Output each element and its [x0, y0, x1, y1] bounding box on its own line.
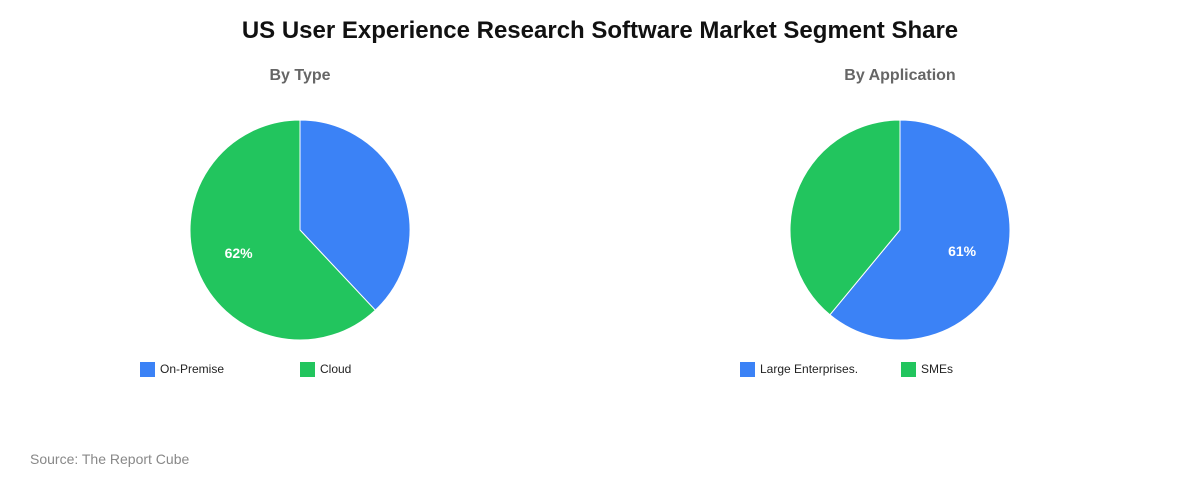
data-label-large-enterprises: 61% — [948, 243, 977, 259]
pie-title-by-application: By Application — [844, 67, 956, 84]
legend-swatch-smes — [901, 361, 916, 377]
legend-label-large-enterprises: Large Enterprises. — [760, 362, 859, 376]
pie-slice-cloud[interactable] — [189, 119, 377, 341]
legend-swatch-cloud — [300, 361, 315, 377]
legend-item-on-premise[interactable]: On-Premise — [140, 361, 224, 377]
legend-label-on-premise: On-Premise — [160, 362, 225, 376]
legend-item-large-enterprises[interactable]: Large Enterprises. — [740, 361, 858, 377]
legend-label-cloud: Cloud — [320, 362, 352, 376]
pie-chart-by-application: 61% — [789, 119, 1011, 341]
pie-slice-on-premise[interactable] — [299, 119, 411, 311]
pie-title-by-type: By Type — [269, 67, 331, 84]
data-label-cloud: 62% — [225, 245, 254, 261]
legend-swatch-large-enterprises — [740, 361, 755, 377]
source-note: Source: The Report Cube — [30, 451, 190, 467]
legend-item-cloud[interactable]: Cloud — [300, 361, 351, 377]
legend-item-smes[interactable]: SMEs — [901, 361, 953, 377]
pie-slice-smes[interactable] — [789, 119, 901, 316]
pie-slice-large-enterprises[interactable] — [829, 119, 1011, 341]
legend-swatch-on-premise — [140, 361, 155, 377]
pie-chart-by-type: 62% — [189, 119, 411, 341]
chart-title: US User Experience Research Software Mar… — [241, 17, 959, 44]
legend-label-smes: SMEs — [921, 362, 954, 376]
